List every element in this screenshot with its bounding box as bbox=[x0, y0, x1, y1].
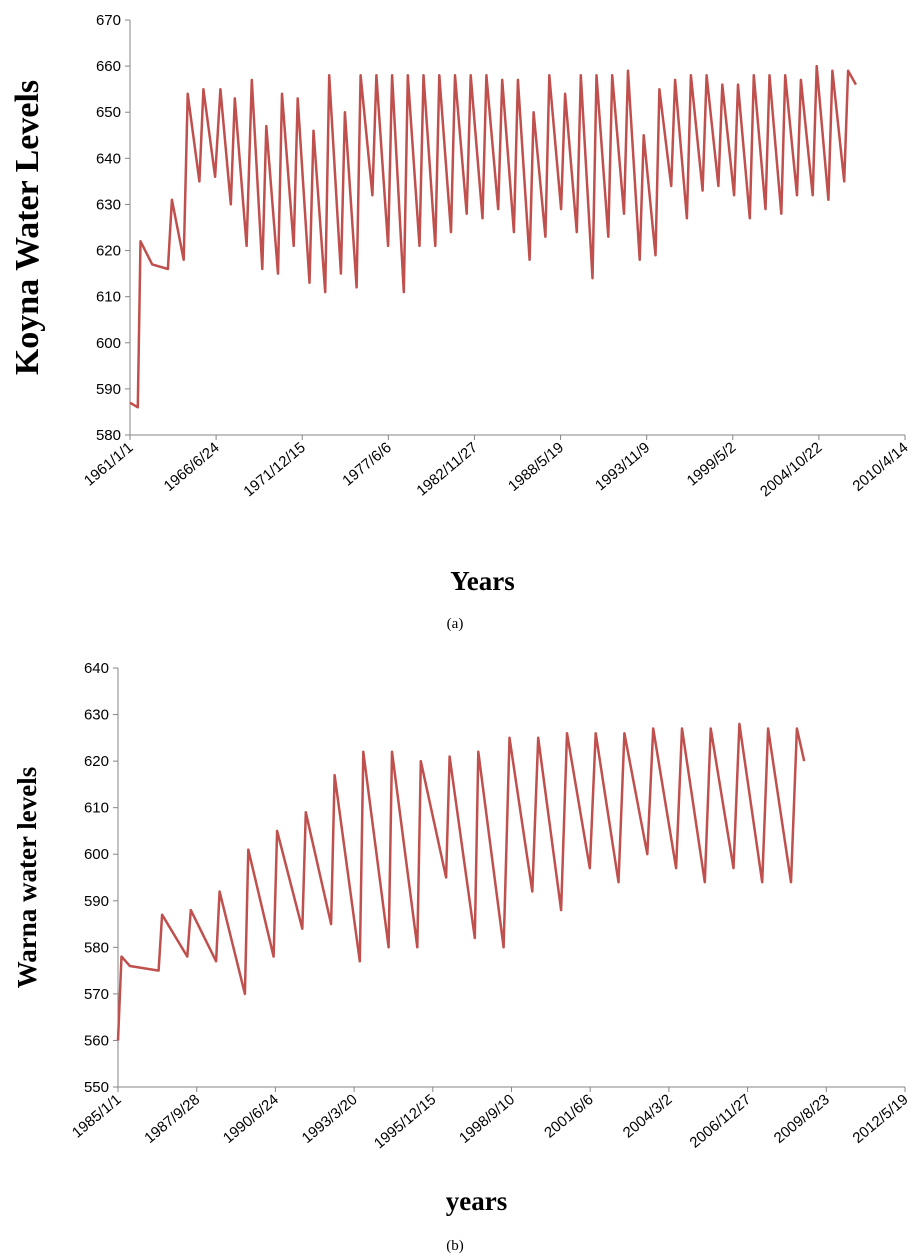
x-tick-label: 2010/4/14 bbox=[850, 439, 911, 495]
data-line bbox=[116, 722, 806, 1041]
y-tick-label: 670 bbox=[96, 12, 121, 29]
x-tick-label: 2001/6/6 bbox=[541, 1091, 597, 1142]
x-tick-label: 1995/12/15 bbox=[371, 1091, 439, 1152]
y-tick-label: 620 bbox=[96, 243, 121, 260]
y-tick-label: 600 bbox=[84, 846, 109, 863]
x-tick-label: 1971/12/15 bbox=[240, 439, 308, 500]
y-tick-label: 640 bbox=[96, 150, 121, 167]
x-tick-label: 1966/6/24 bbox=[161, 439, 223, 495]
x-tick-label: 1993/11/9 bbox=[592, 439, 653, 494]
y-tick-label: 570 bbox=[84, 986, 109, 1003]
y-tick-label: 620 bbox=[84, 753, 109, 770]
y-tick-label: 550 bbox=[84, 1079, 109, 1096]
caption: (b) bbox=[446, 1238, 464, 1254]
x-tick-label: 2004/10/22 bbox=[757, 439, 825, 500]
x-tick-label: 1988/5/19 bbox=[505, 439, 567, 495]
x-axis-label: Years bbox=[450, 566, 514, 596]
x-axis-label: years bbox=[446, 1186, 507, 1216]
y-tick-label: 650 bbox=[96, 104, 121, 121]
y-tick-label: 590 bbox=[96, 381, 121, 398]
x-tick-label: 2009/8/23 bbox=[771, 1091, 833, 1147]
y-tick-label: 580 bbox=[96, 427, 121, 444]
x-tick-label: 2004/3/2 bbox=[620, 1091, 676, 1142]
data-line bbox=[129, 64, 857, 409]
y-tick-label: 580 bbox=[84, 939, 109, 956]
x-tick-label: 1977/6/6 bbox=[339, 439, 395, 490]
y-tick-label: 630 bbox=[84, 707, 109, 724]
y-tick-label: 600 bbox=[96, 335, 121, 352]
x-tick-label: 1982/11/27 bbox=[413, 439, 481, 500]
x-tick-label: 2006/11/27 bbox=[687, 1091, 755, 1152]
x-tick-label: 1998/9/10 bbox=[456, 1091, 518, 1147]
x-tick-label: 2012/5/19 bbox=[850, 1091, 911, 1147]
y-axis-label: Warna water levels bbox=[12, 767, 42, 988]
y-tick-label: 610 bbox=[96, 289, 121, 306]
y-axis-label: Koyna Water Levels bbox=[9, 80, 46, 375]
y-tick-label: 560 bbox=[84, 1032, 109, 1049]
x-tick-label: 1990/6/24 bbox=[220, 1091, 282, 1147]
y-tick-label: 590 bbox=[84, 893, 109, 910]
x-tick-label: 1999/5/2 bbox=[684, 439, 740, 490]
y-tick-label: 630 bbox=[96, 196, 121, 213]
x-tick-label: 1985/1/1 bbox=[69, 1091, 125, 1142]
caption: (a) bbox=[447, 616, 464, 632]
y-tick-label: 640 bbox=[84, 660, 109, 677]
y-tick-label: 660 bbox=[96, 58, 121, 75]
y-tick-label: 610 bbox=[84, 800, 109, 817]
x-tick-label: 1993/3/20 bbox=[299, 1091, 361, 1147]
x-tick-label: 1961/1/1 bbox=[81, 439, 137, 490]
x-tick-label: 1987/9/28 bbox=[141, 1091, 203, 1147]
